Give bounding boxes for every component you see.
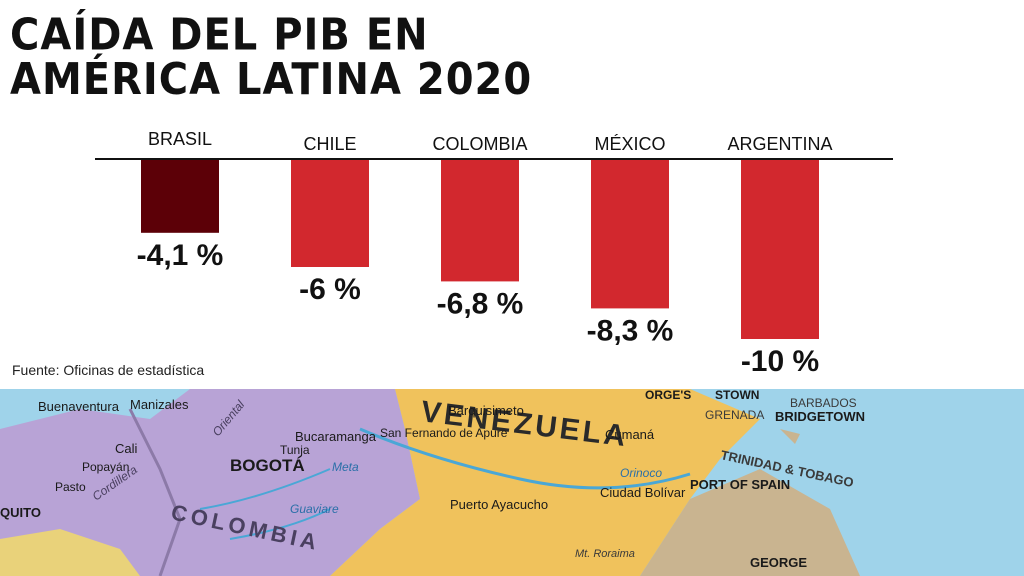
map-label-puerto-ayacucho: Puerto Ayacucho	[450, 497, 548, 512]
value-label-3: -8,3 %	[587, 314, 674, 347]
map-meta-river	[199, 468, 331, 510]
category-label-4: ARGENTINA	[727, 134, 832, 154]
map-label-san-fernando: San Fernando de Apure	[380, 426, 508, 440]
value-label-0: -4,1 %	[137, 239, 224, 272]
map-trinidad-island	[780, 429, 800, 444]
map-label-orinoco: Orinoco	[620, 466, 662, 480]
map-colombia-region	[0, 389, 420, 576]
value-label-2: -6,8 %	[437, 287, 524, 320]
value-label-1: -6 %	[299, 273, 361, 306]
category-label-3: MÉXICO	[594, 134, 665, 154]
source-note: Fuente: Oficinas de estadística	[12, 362, 205, 378]
bar-3	[591, 160, 669, 309]
map-label-barquisimeto: Barquisimeto	[448, 403, 524, 418]
map-guaviare-river	[229, 508, 331, 540]
map-label-popayan: Popayán	[82, 460, 129, 474]
bar-1	[291, 160, 369, 267]
map-label-barbados: BARBADOS	[790, 396, 857, 410]
map-label-georgetown: GEORGE	[750, 555, 807, 570]
value-label-4: -10 %	[741, 345, 819, 378]
map-label-roraima: Mt. Roraima	[575, 548, 635, 560]
map-label-guaviare: Guaviare	[290, 502, 339, 516]
map-label-cumana: Cumaná	[605, 427, 655, 442]
map-label-ciudad-bolivar: Ciudad Bolívar	[600, 485, 686, 500]
bar-2	[441, 160, 519, 282]
map-label-quito: QUITO	[0, 505, 41, 520]
category-label-0: BRASIL	[148, 129, 212, 149]
map-label-port-of-spain: PORT OF SPAIN	[690, 477, 790, 492]
map-ecuador-region	[0, 529, 140, 576]
map-label-kingstown: STOWN	[715, 389, 759, 402]
bar-4	[741, 160, 819, 339]
map-label-grenada: GRENADA	[705, 408, 764, 422]
map-label-bogota: BOGOTÁ	[230, 456, 305, 475]
bar-0	[141, 160, 219, 233]
map-label-bridgetown: BRIDGETOWN	[775, 409, 865, 424]
map-guyana-region	[640, 469, 860, 576]
bar-chart: BRASIL -4,1 % CHILE -6 % COLOMBIA -6,8 % MÉXIC…	[95, 129, 893, 378]
map-label-meta: Meta	[332, 460, 359, 474]
title-line-2: AMÉRICA LATINA 2020	[10, 55, 533, 105]
chart-title: CAÍDA DEL PIB EN AMÉRICA LATINA 2020	[10, 10, 533, 105]
map-label-manizales: Manizales	[130, 397, 189, 412]
category-label-1: CHILE	[303, 134, 356, 154]
background-map: VENEZUELA COLOMBIA BOGOTÁ Bucaramanga Ba…	[0, 389, 1024, 576]
map-label-cali: Cali	[115, 441, 138, 456]
category-label-2: COLOMBIA	[432, 134, 527, 154]
title-line-1: CAÍDA DEL PIB EN	[10, 10, 429, 61]
map-orinoco-river	[359, 427, 691, 490]
map-label-pasto: Pasto	[55, 480, 86, 494]
map-illustration: VENEZUELA COLOMBIA BOGOTÁ Bucaramanga Ba…	[0, 389, 1024, 576]
map-label-georges: ORGE'S	[645, 389, 691, 402]
map-label-buenaventura: Buenaventura	[38, 399, 120, 414]
map-cordillera-ridge	[128, 408, 182, 576]
map-label-tunja: Tunja	[280, 443, 310, 457]
map-label-bucaramanga: Bucaramanga	[295, 429, 377, 444]
